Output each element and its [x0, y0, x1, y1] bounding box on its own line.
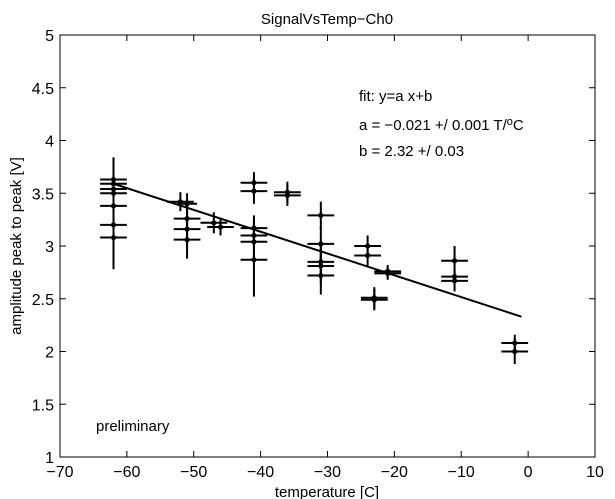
x-tick-label: −40: [247, 464, 274, 481]
data-point: [360, 289, 388, 311]
point-marker: [318, 241, 324, 247]
fit-param-a-prefix: a = −0.021 +/ 0.001 T/: [359, 117, 508, 134]
point-marker: [184, 237, 190, 243]
point-marker: [512, 348, 518, 355]
data-point: [501, 338, 529, 365]
y-tick-label: 2.5: [32, 292, 54, 309]
x-tick-label: −50: [180, 464, 207, 481]
x-tick-label: −10: [448, 464, 475, 481]
x-tick-label: −20: [381, 464, 408, 481]
data-point: [307, 256, 335, 295]
data-point: [441, 270, 468, 292]
point-marker: [385, 270, 391, 277]
y-axis-label: amplitude peak to peak [V]: [8, 157, 25, 335]
data-point: [354, 244, 381, 267]
y-tick-label: 5: [45, 28, 54, 45]
point-marker: [371, 297, 377, 303]
y-tick-label: 4: [45, 134, 54, 151]
point-marker: [251, 257, 257, 263]
point-marker: [211, 220, 217, 226]
x-tick-label: −30: [314, 464, 341, 481]
data-point: [240, 222, 268, 297]
y-tick-label: 1.5: [32, 397, 54, 414]
x-tick-label: 0: [524, 464, 533, 481]
point-marker: [284, 192, 290, 198]
preliminary-label: preliminary: [96, 418, 170, 435]
data-point: [207, 218, 234, 236]
point-marker: [365, 252, 371, 259]
y-tick-label: 4.5: [32, 81, 54, 98]
point-marker: [251, 188, 257, 194]
plot-frame: [59, 34, 596, 458]
point-marker: [318, 272, 324, 279]
fit-param-a-unit: C: [513, 117, 524, 134]
y-axis-ticks: 1 1.5 2 2.5 3 3.5 4 4.5 5: [32, 28, 595, 467]
point-marker: [451, 278, 458, 284]
fit-label: fit: y=a x+b: [359, 88, 432, 105]
data-points: [100, 157, 529, 365]
data-point: [374, 267, 402, 280]
point-marker: [217, 224, 224, 230]
fit-param-a: a = −0.021 +/ 0.001 T/oC: [359, 116, 524, 134]
data-point: [307, 201, 335, 230]
x-tick-label: −70: [46, 464, 73, 481]
x-axis-ticks: −70 −60 −50 −40 −30 −20 −10 0 10: [46, 35, 604, 481]
chart-title: SignalVsTemp−Ch0: [261, 11, 393, 28]
data-point: [200, 212, 228, 234]
y-tick-label: 3.5: [32, 186, 54, 203]
data-point: [240, 178, 268, 204]
y-tick-label: 2: [45, 345, 54, 362]
x-tick-label: 10: [586, 464, 604, 481]
data-point: [100, 205, 127, 270]
y-tick-label: 1: [45, 450, 54, 467]
point-marker: [110, 234, 117, 241]
data-point: [274, 184, 301, 206]
x-tick-label: −60: [113, 464, 140, 481]
fit-param-b: b = 2.32 +/ 0.03: [359, 143, 464, 160]
point-marker: [451, 258, 458, 264]
point-marker: [318, 212, 324, 219]
y-tick-label: 3: [45, 239, 54, 256]
x-axis-label: temperature [C]: [275, 484, 379, 499]
fit-line: [113, 182, 522, 318]
fit-param-a-degree: o: [507, 116, 513, 128]
data-point: [173, 220, 201, 259]
